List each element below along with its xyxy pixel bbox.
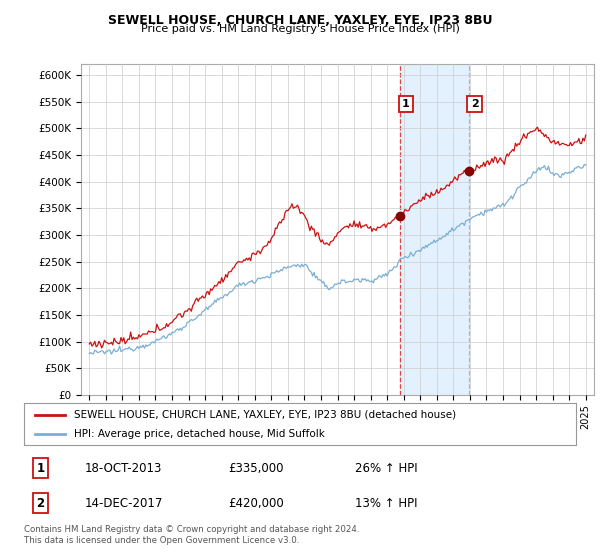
Text: 2: 2 <box>471 99 478 109</box>
Text: £420,000: £420,000 <box>228 497 284 510</box>
Text: 26% ↑ HPI: 26% ↑ HPI <box>355 462 418 475</box>
Text: 13% ↑ HPI: 13% ↑ HPI <box>355 497 418 510</box>
Text: 1: 1 <box>402 99 410 109</box>
Bar <box>400 64 469 395</box>
Text: SEWELL HOUSE, CHURCH LANE, YAXLEY, EYE, IP23 8BU: SEWELL HOUSE, CHURCH LANE, YAXLEY, EYE, … <box>108 14 492 27</box>
Text: Price paid vs. HM Land Registry's House Price Index (HPI): Price paid vs. HM Land Registry's House … <box>140 24 460 34</box>
Text: 1: 1 <box>37 462 44 475</box>
Text: 14-DEC-2017: 14-DEC-2017 <box>85 497 163 510</box>
Text: SEWELL HOUSE, CHURCH LANE, YAXLEY, EYE, IP23 8BU (detached house): SEWELL HOUSE, CHURCH LANE, YAXLEY, EYE, … <box>74 409 456 419</box>
Text: HPI: Average price, detached house, Mid Suffolk: HPI: Average price, detached house, Mid … <box>74 429 325 439</box>
Text: Contains HM Land Registry data © Crown copyright and database right 2024.
This d: Contains HM Land Registry data © Crown c… <box>24 525 359 545</box>
Text: £335,000: £335,000 <box>228 462 284 475</box>
Text: 18-OCT-2013: 18-OCT-2013 <box>85 462 162 475</box>
Text: 2: 2 <box>37 497 44 510</box>
